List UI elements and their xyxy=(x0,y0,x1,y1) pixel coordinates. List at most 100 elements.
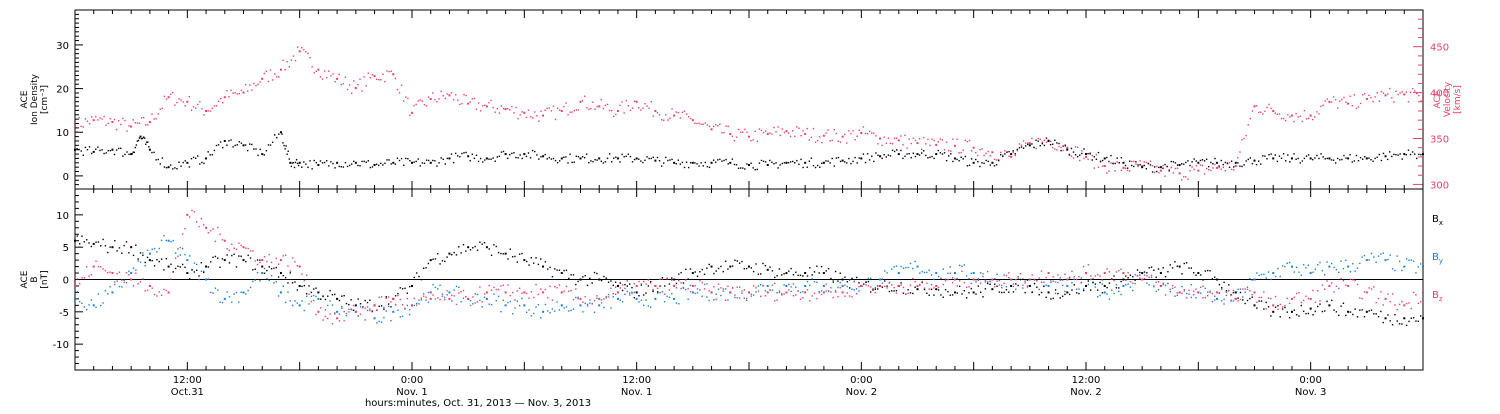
density-sample xyxy=(407,158,409,160)
density-sample xyxy=(1166,165,1168,168)
velocity-sample xyxy=(452,98,455,101)
by-sample xyxy=(947,272,949,275)
density-sample xyxy=(577,155,580,158)
bx-sample xyxy=(593,271,596,274)
density-sample xyxy=(1341,158,1343,161)
bx-sample xyxy=(1300,304,1303,307)
bx-sample xyxy=(1169,264,1171,266)
by-sample xyxy=(1237,288,1239,291)
velocity-sample xyxy=(84,118,87,120)
bz-sample xyxy=(872,287,874,290)
velocity-sample xyxy=(627,105,630,107)
bz-sample xyxy=(760,295,762,298)
bz-sample xyxy=(722,290,724,292)
density-sample xyxy=(469,160,471,162)
bz-sample xyxy=(413,297,416,300)
density-sample xyxy=(292,162,295,164)
bz-sample xyxy=(727,285,729,288)
density-sample xyxy=(496,156,498,158)
bx-sample xyxy=(631,286,633,289)
bz-sample xyxy=(500,285,502,287)
bz-point xyxy=(1272,304,1275,307)
velocity-sample xyxy=(319,76,322,78)
by-sample xyxy=(78,300,81,303)
density-point xyxy=(598,157,601,160)
bz-sample xyxy=(289,270,292,272)
by-sample xyxy=(1298,271,1300,273)
density-sample xyxy=(278,133,280,135)
density-point xyxy=(298,161,301,164)
velocity-sample xyxy=(575,109,578,111)
velocity-sample xyxy=(1357,106,1360,108)
density-sample xyxy=(221,146,224,149)
velocity-point xyxy=(1290,114,1293,117)
bz-sample xyxy=(139,281,142,283)
density-sample xyxy=(427,159,430,162)
by-point xyxy=(1309,272,1312,275)
bx-sample xyxy=(1274,306,1277,308)
bx-sample xyxy=(139,252,142,254)
bz-sample xyxy=(488,284,490,287)
density-sample xyxy=(109,149,112,152)
by-sample xyxy=(554,310,556,312)
bz-sample xyxy=(965,286,968,288)
by-sample xyxy=(923,271,926,274)
velocity-sample xyxy=(746,131,748,133)
bz-sample xyxy=(160,294,163,297)
velocity-sample xyxy=(190,109,193,112)
bz-sample xyxy=(600,302,603,304)
density-point xyxy=(654,159,657,162)
by-sample xyxy=(1225,294,1228,297)
bx-sample xyxy=(961,293,963,295)
bz-sample xyxy=(1225,291,1228,294)
velocity-point xyxy=(1234,165,1237,168)
bz-point xyxy=(598,297,601,300)
by-point xyxy=(130,272,133,275)
velocity-sample xyxy=(1180,179,1183,181)
density-sample xyxy=(983,162,985,165)
velocity-sample xyxy=(138,122,141,125)
velocity-sample xyxy=(623,112,625,114)
density-sample xyxy=(960,156,962,158)
density-sample xyxy=(190,158,193,160)
bx-sample xyxy=(1370,309,1373,311)
bx-sample xyxy=(949,294,951,296)
by-sample xyxy=(1312,271,1314,273)
density-sample xyxy=(1241,165,1243,168)
by-sample xyxy=(1008,276,1010,279)
density-sample xyxy=(556,161,559,164)
velocity-sample xyxy=(290,59,293,61)
velocity-sample xyxy=(257,83,259,86)
bz-sample xyxy=(277,263,280,265)
density-sample xyxy=(1334,162,1337,164)
velocity-sample xyxy=(1343,96,1345,99)
bz-sample xyxy=(572,298,575,301)
density-sample xyxy=(459,156,461,158)
bz-sample xyxy=(750,293,753,295)
velocity-sample xyxy=(650,100,652,103)
bz-sample xyxy=(1277,308,1279,310)
by-sample xyxy=(1410,259,1412,261)
by-point xyxy=(298,304,301,307)
bx-sample xyxy=(921,281,923,284)
bz-sample xyxy=(1139,277,1141,279)
velocity-sample xyxy=(1039,138,1041,141)
bz-sample xyxy=(121,279,123,281)
velocity-sample xyxy=(563,105,565,108)
bx-sample xyxy=(792,274,795,276)
bz-sample xyxy=(1038,277,1040,279)
density-sample xyxy=(344,161,347,164)
by-sample xyxy=(1087,283,1090,286)
bz-sample xyxy=(1045,276,1047,279)
density-sample xyxy=(550,158,553,160)
by-sample xyxy=(1143,274,1146,276)
velocity-sample xyxy=(769,132,771,134)
by-sample xyxy=(1052,280,1054,282)
bx-sample xyxy=(76,235,79,237)
density-sample xyxy=(1268,153,1270,156)
velocity-sample xyxy=(1185,176,1187,178)
bz-sample xyxy=(666,278,668,280)
velocity-sample xyxy=(361,90,363,92)
bz-sample xyxy=(481,301,483,303)
bz-point xyxy=(242,246,245,249)
